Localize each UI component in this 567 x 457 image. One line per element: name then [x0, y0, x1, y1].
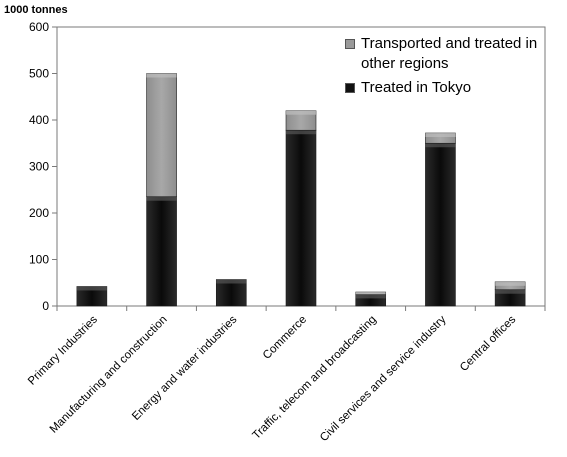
- legend-swatch-transported: [345, 39, 355, 49]
- x-tick-label: Central offices: [458, 313, 518, 373]
- bar-segment-transported-1: [146, 73, 177, 198]
- bars: [76, 73, 526, 307]
- legend-item-transported: Transported and treated in other regions: [345, 34, 551, 74]
- x-tick-label: Traffic, telecom and broadcasting: [251, 314, 379, 442]
- y-tick-label: 0: [42, 299, 49, 313]
- bar-segment-highlight: [355, 292, 386, 295]
- legend-item-tokyo: Treated in Tokyo: [345, 78, 551, 98]
- bar-segment-highlight: [146, 196, 177, 201]
- bar-segment-tokyo-1: [146, 196, 177, 307]
- x-tick-label: Primary Industries: [26, 313, 100, 387]
- y-tick-label: 300: [29, 160, 49, 174]
- y-tick-label: 600: [29, 20, 49, 34]
- bar-segment-highlight: [76, 286, 107, 291]
- legend-label-tokyo: Treated in Tokyo: [361, 79, 472, 96]
- bar-segment-highlight: [146, 73, 177, 78]
- y-axis-unit-label: 1000 tonnes: [4, 4, 68, 16]
- bar-segment-highlight: [355, 294, 386, 299]
- bar-segment-highlight: [495, 289, 526, 294]
- bar-segment-tokyo-3: [285, 129, 317, 307]
- bar-segment-tokyo-5: [425, 142, 456, 307]
- x-tick-label: Civil services and service industry: [318, 313, 449, 444]
- legend: Transported and treated in other regions…: [345, 34, 551, 102]
- bar-segment-highlight: [495, 281, 526, 286]
- y-tick-label: 100: [29, 253, 49, 267]
- x-tick-label: Manufacturing and construction: [48, 314, 170, 436]
- legend-label-transported: Transported and treated in other regions: [361, 35, 538, 72]
- legend-swatch-tokyo: [345, 83, 355, 93]
- y-axis: 0 100 200 300 400 500 600: [29, 20, 57, 313]
- bar-segment-highlight: [286, 130, 316, 135]
- bar-segment-highlight: [286, 110, 316, 115]
- bar-segment-highlight: [425, 133, 456, 138]
- bar-segment-highlight: [425, 143, 456, 148]
- y-tick-label: 500: [29, 67, 49, 81]
- y-tick-label: 400: [29, 113, 49, 127]
- y-tick-label: 200: [29, 206, 49, 220]
- x-tick-label: Commerce: [261, 314, 309, 362]
- bar-segment-highlight: [216, 279, 247, 284]
- bar-segment-tokyo-2: [215, 279, 247, 307]
